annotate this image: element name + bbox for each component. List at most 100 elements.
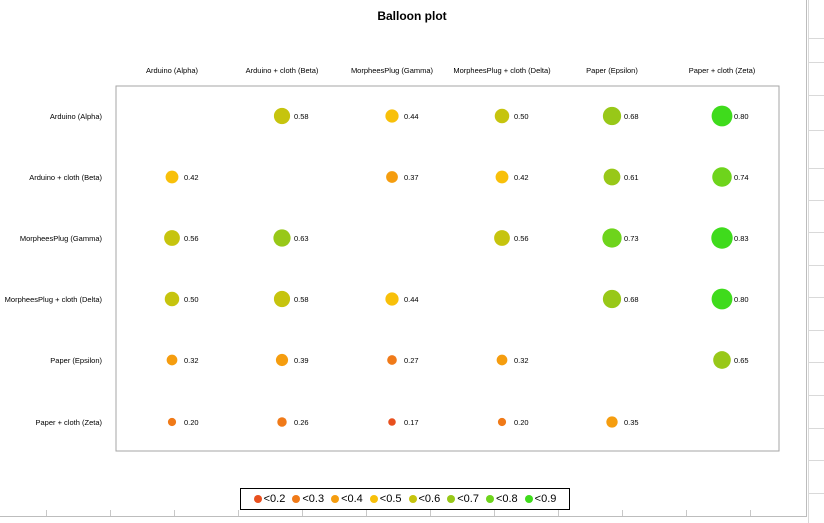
balloon-point (386, 171, 398, 183)
column-label: Arduino + cloth (Beta) (246, 66, 319, 75)
sheet-gridline (808, 362, 824, 363)
value-label: 0.42 (184, 173, 199, 182)
balloon-point (495, 170, 509, 184)
sheet-tick (430, 510, 431, 516)
legend-swatch (524, 495, 533, 503)
row-label: Arduino (Alpha) (50, 112, 103, 121)
legend-item: <0.2 (253, 493, 286, 505)
value-label: 0.63 (294, 234, 309, 243)
legend-item: <0.5 (369, 493, 402, 505)
value-label: 0.20 (514, 418, 529, 427)
legend-label: <0.9 (534, 493, 557, 505)
sheet-tick (366, 510, 367, 516)
sheet-tick (494, 510, 495, 516)
balloon-point (388, 418, 396, 426)
sheet-tick (46, 510, 47, 516)
legend-swatch (292, 495, 301, 503)
balloon-point (602, 106, 622, 126)
value-label: 0.68 (624, 295, 639, 304)
balloon-point (165, 170, 179, 184)
column-label: Paper + cloth (Zeta) (689, 66, 756, 75)
legend-item: <0.4 (331, 493, 363, 505)
value-label: 0.37 (404, 173, 419, 182)
legend-label: <0.8 (495, 493, 518, 505)
balloon-point (167, 417, 177, 427)
balloon-point (164, 230, 180, 246)
sheet-gridline (808, 297, 824, 298)
sheet-gridline (808, 0, 809, 523)
row-label: MorpheesPlug + cloth (Delta) (5, 295, 103, 304)
sheet-gridline (808, 130, 824, 131)
sheet-tick (110, 510, 111, 516)
balloon-point (711, 288, 733, 310)
sheet-tick (558, 510, 559, 516)
value-label: 0.50 (184, 295, 199, 304)
balloon-point (164, 291, 180, 307)
value-label: 0.56 (184, 234, 199, 243)
balloon-point (606, 416, 618, 428)
value-label: 0.61 (624, 173, 639, 182)
sheet-tick (238, 510, 239, 516)
legend-label: <0.6 (418, 493, 441, 505)
balloon-point (602, 289, 622, 309)
value-label: 0.44 (404, 112, 419, 121)
balloon-point (603, 168, 621, 186)
legend: <0.2 <0.3 <0.4 <0.5 <0.6 <0.7 <0.8 <0.9 (240, 488, 570, 510)
column-label: MorpheesPlug + cloth (Delta) (453, 66, 551, 75)
balloon-point (713, 351, 731, 369)
legend-swatch (408, 495, 417, 503)
value-label: 0.27 (404, 356, 419, 365)
plot-area-border (115, 85, 780, 452)
sheet-gridline (808, 200, 824, 201)
value-label: 0.83 (734, 234, 749, 243)
row-label: Arduino + cloth (Beta) (29, 173, 102, 182)
balloon-point (273, 107, 291, 125)
row-label: Paper (Epsilon) (50, 356, 102, 365)
column-label: Paper (Epsilon) (586, 66, 638, 75)
sheet-tick (174, 510, 175, 516)
balloon-point (385, 109, 399, 123)
legend-swatch (331, 495, 340, 503)
row-label: MorpheesPlug (Gamma) (20, 234, 103, 243)
value-label: 0.80 (734, 295, 749, 304)
value-label: 0.50 (514, 112, 529, 121)
sheet-gridline (808, 232, 824, 233)
value-label: 0.35 (624, 418, 639, 427)
legend-item: <0.7 (447, 493, 479, 505)
value-label: 0.32 (514, 356, 529, 365)
balloon-point (712, 167, 732, 187)
sheet-gridline (808, 395, 824, 396)
balloon-point (494, 230, 510, 246)
legend-swatch (485, 495, 494, 503)
legend-item: <0.9 (524, 493, 557, 505)
value-label: 0.20 (184, 418, 199, 427)
legend-label: <0.2 (263, 493, 286, 505)
balloon-point (277, 417, 287, 427)
sheet-gridline (808, 95, 824, 96)
value-label: 0.74 (734, 173, 749, 182)
sheet-gridline (808, 428, 824, 429)
balloon-point (494, 108, 510, 124)
sheet-gridline (808, 168, 824, 169)
balloon-point (273, 290, 291, 308)
column-label: MorpheesPlug (Gamma) (351, 66, 434, 75)
legend-item: <0.3 (292, 493, 324, 505)
legend-swatch (369, 495, 378, 503)
legend-label: <0.5 (379, 493, 402, 505)
legend-label: <0.7 (457, 493, 479, 505)
sheet-gridline (808, 265, 824, 266)
value-label: 0.73 (624, 234, 639, 243)
value-label: 0.32 (184, 356, 199, 365)
sheet-tick (302, 510, 303, 516)
legend-swatch (447, 495, 456, 503)
value-label: 0.58 (294, 295, 309, 304)
legend-label: <0.4 (341, 493, 363, 505)
legend-swatch (253, 495, 262, 503)
sheet-tick (622, 510, 623, 516)
row-label: Paper + cloth (Zeta) (36, 418, 103, 427)
sheet-gridline (808, 460, 824, 461)
value-label: 0.56 (514, 234, 529, 243)
value-label: 0.58 (294, 112, 309, 121)
legend-item: <0.8 (485, 493, 518, 505)
